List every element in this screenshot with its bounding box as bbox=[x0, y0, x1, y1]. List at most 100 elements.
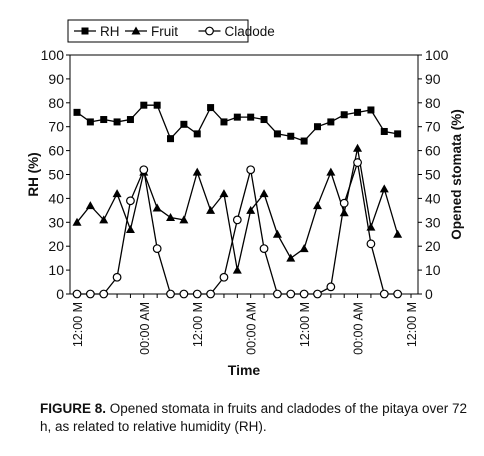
legend-label-fruit: Fruit bbox=[151, 24, 178, 39]
point-rh bbox=[100, 116, 108, 124]
plot-frame bbox=[69, 54, 419, 295]
y-right-tick-label: 20 bbox=[425, 238, 441, 254]
point-fruit bbox=[125, 224, 135, 233]
point-fruit bbox=[259, 189, 269, 198]
y-left-tick-label: 50 bbox=[48, 167, 64, 183]
point-rh bbox=[340, 111, 348, 119]
legend-label-cladode: Cladode bbox=[225, 24, 275, 39]
legend-marker-cladode bbox=[205, 26, 214, 36]
point-cladode bbox=[112, 272, 122, 282]
point-fruit bbox=[85, 201, 95, 210]
y-left-tick-label: 70 bbox=[48, 119, 64, 135]
legend-marker-fruit bbox=[131, 26, 141, 35]
point-fruit bbox=[286, 253, 296, 262]
y-right-tick-label: 60 bbox=[425, 143, 441, 159]
y-right-tick-label: 40 bbox=[425, 190, 441, 206]
point-cladode bbox=[72, 289, 82, 299]
y-right-tick-label: 0 bbox=[425, 286, 433, 302]
y-left-tick-label: 60 bbox=[48, 143, 64, 159]
point-rh bbox=[247, 113, 255, 121]
point-rh bbox=[354, 108, 362, 116]
point-fruit bbox=[99, 215, 109, 224]
y-right-tick-label: 90 bbox=[425, 71, 441, 87]
point-fruit bbox=[112, 189, 122, 198]
caption-lead: FIGURE 8. bbox=[40, 401, 107, 416]
point-rh bbox=[260, 116, 268, 124]
point-cladode bbox=[126, 196, 135, 206]
point-fruit bbox=[166, 213, 176, 222]
point-cladode bbox=[273, 289, 282, 299]
point-cladode bbox=[152, 244, 162, 253]
point-fruit bbox=[393, 229, 403, 238]
point-fruit bbox=[353, 143, 363, 152]
point-rh bbox=[313, 123, 321, 131]
x-tick-label: 12:00 M bbox=[191, 302, 205, 347]
point-rh bbox=[327, 118, 335, 126]
point-fruit bbox=[72, 217, 82, 226]
figure-caption: FIGURE 8. Opened stomata in fruits and c… bbox=[40, 400, 470, 436]
point-cladode bbox=[99, 289, 109, 299]
point-fruit bbox=[179, 215, 189, 224]
y-left-tick-label: 20 bbox=[48, 238, 64, 254]
series-line-cladode bbox=[77, 162, 398, 295]
point-fruit bbox=[299, 244, 309, 253]
x-tick-label: 00:00 AM bbox=[352, 302, 366, 355]
point-rh bbox=[153, 101, 161, 109]
point-fruit bbox=[206, 205, 216, 214]
series-line-fruit bbox=[76, 148, 399, 271]
point-cladode bbox=[85, 289, 95, 299]
y-right-tick-label: 30 bbox=[425, 214, 441, 230]
point-rh bbox=[140, 101, 148, 109]
point-fruit bbox=[379, 184, 389, 193]
point-cladode bbox=[232, 215, 242, 225]
point-rh bbox=[167, 135, 175, 143]
point-fruit bbox=[152, 203, 162, 212]
y-right-tick-label: 10 bbox=[425, 262, 441, 278]
point-cladode bbox=[286, 289, 296, 299]
point-fruit bbox=[192, 167, 202, 176]
point-rh bbox=[113, 118, 121, 126]
point-cladode bbox=[219, 272, 229, 282]
point-fruit bbox=[219, 189, 229, 198]
legend-box bbox=[67, 19, 249, 43]
legend-marker-rh bbox=[81, 27, 89, 35]
point-rh bbox=[193, 130, 201, 138]
point-fruit bbox=[339, 208, 349, 217]
y-left-tick-label: 0 bbox=[56, 286, 64, 302]
point-rh bbox=[367, 106, 375, 114]
point-fruit bbox=[232, 265, 242, 274]
point-cladode bbox=[179, 289, 189, 299]
y-right-tick-label: 100 bbox=[425, 47, 449, 63]
x-axis-title: Time bbox=[228, 362, 261, 378]
caption-text: Opened stomata in fruits and cladodes of… bbox=[40, 401, 467, 434]
chart: 0 10 20 30 40 50 60 70 80 90 100 0 10 20 30 40 50 60 70 80 9… bbox=[26, 19, 464, 378]
point-rh bbox=[394, 130, 402, 138]
point-rh bbox=[86, 118, 94, 126]
point-rh bbox=[273, 130, 281, 138]
point-fruit bbox=[272, 229, 282, 238]
y-left-axis-title: RH (%) bbox=[26, 152, 41, 196]
point-cladode bbox=[326, 282, 336, 292]
y-left-tick-label: 10 bbox=[48, 262, 64, 278]
y-right-tick-label: 80 bbox=[425, 95, 441, 111]
point-rh bbox=[233, 113, 241, 121]
point-cladode bbox=[192, 289, 202, 299]
point-rh bbox=[207, 104, 215, 112]
point-cladode bbox=[353, 158, 362, 167]
point-rh bbox=[380, 127, 388, 135]
point-rh bbox=[220, 118, 228, 126]
x-tick-label: 12:00 M bbox=[298, 302, 312, 347]
point-fruit bbox=[246, 205, 256, 214]
y-left-tick-label: 90 bbox=[48, 71, 64, 87]
point-cladode bbox=[393, 289, 403, 299]
point-rh bbox=[180, 120, 188, 128]
point-cladode bbox=[313, 289, 322, 299]
point-cladode bbox=[246, 165, 256, 175]
point-rh bbox=[126, 116, 134, 124]
point-rh bbox=[287, 132, 295, 140]
legend-label-rh: RH bbox=[100, 24, 120, 39]
point-cladode bbox=[166, 289, 175, 299]
x-tick-label: 12:00 M bbox=[71, 302, 85, 347]
x-tick-label: 00:00 AM bbox=[138, 302, 152, 355]
